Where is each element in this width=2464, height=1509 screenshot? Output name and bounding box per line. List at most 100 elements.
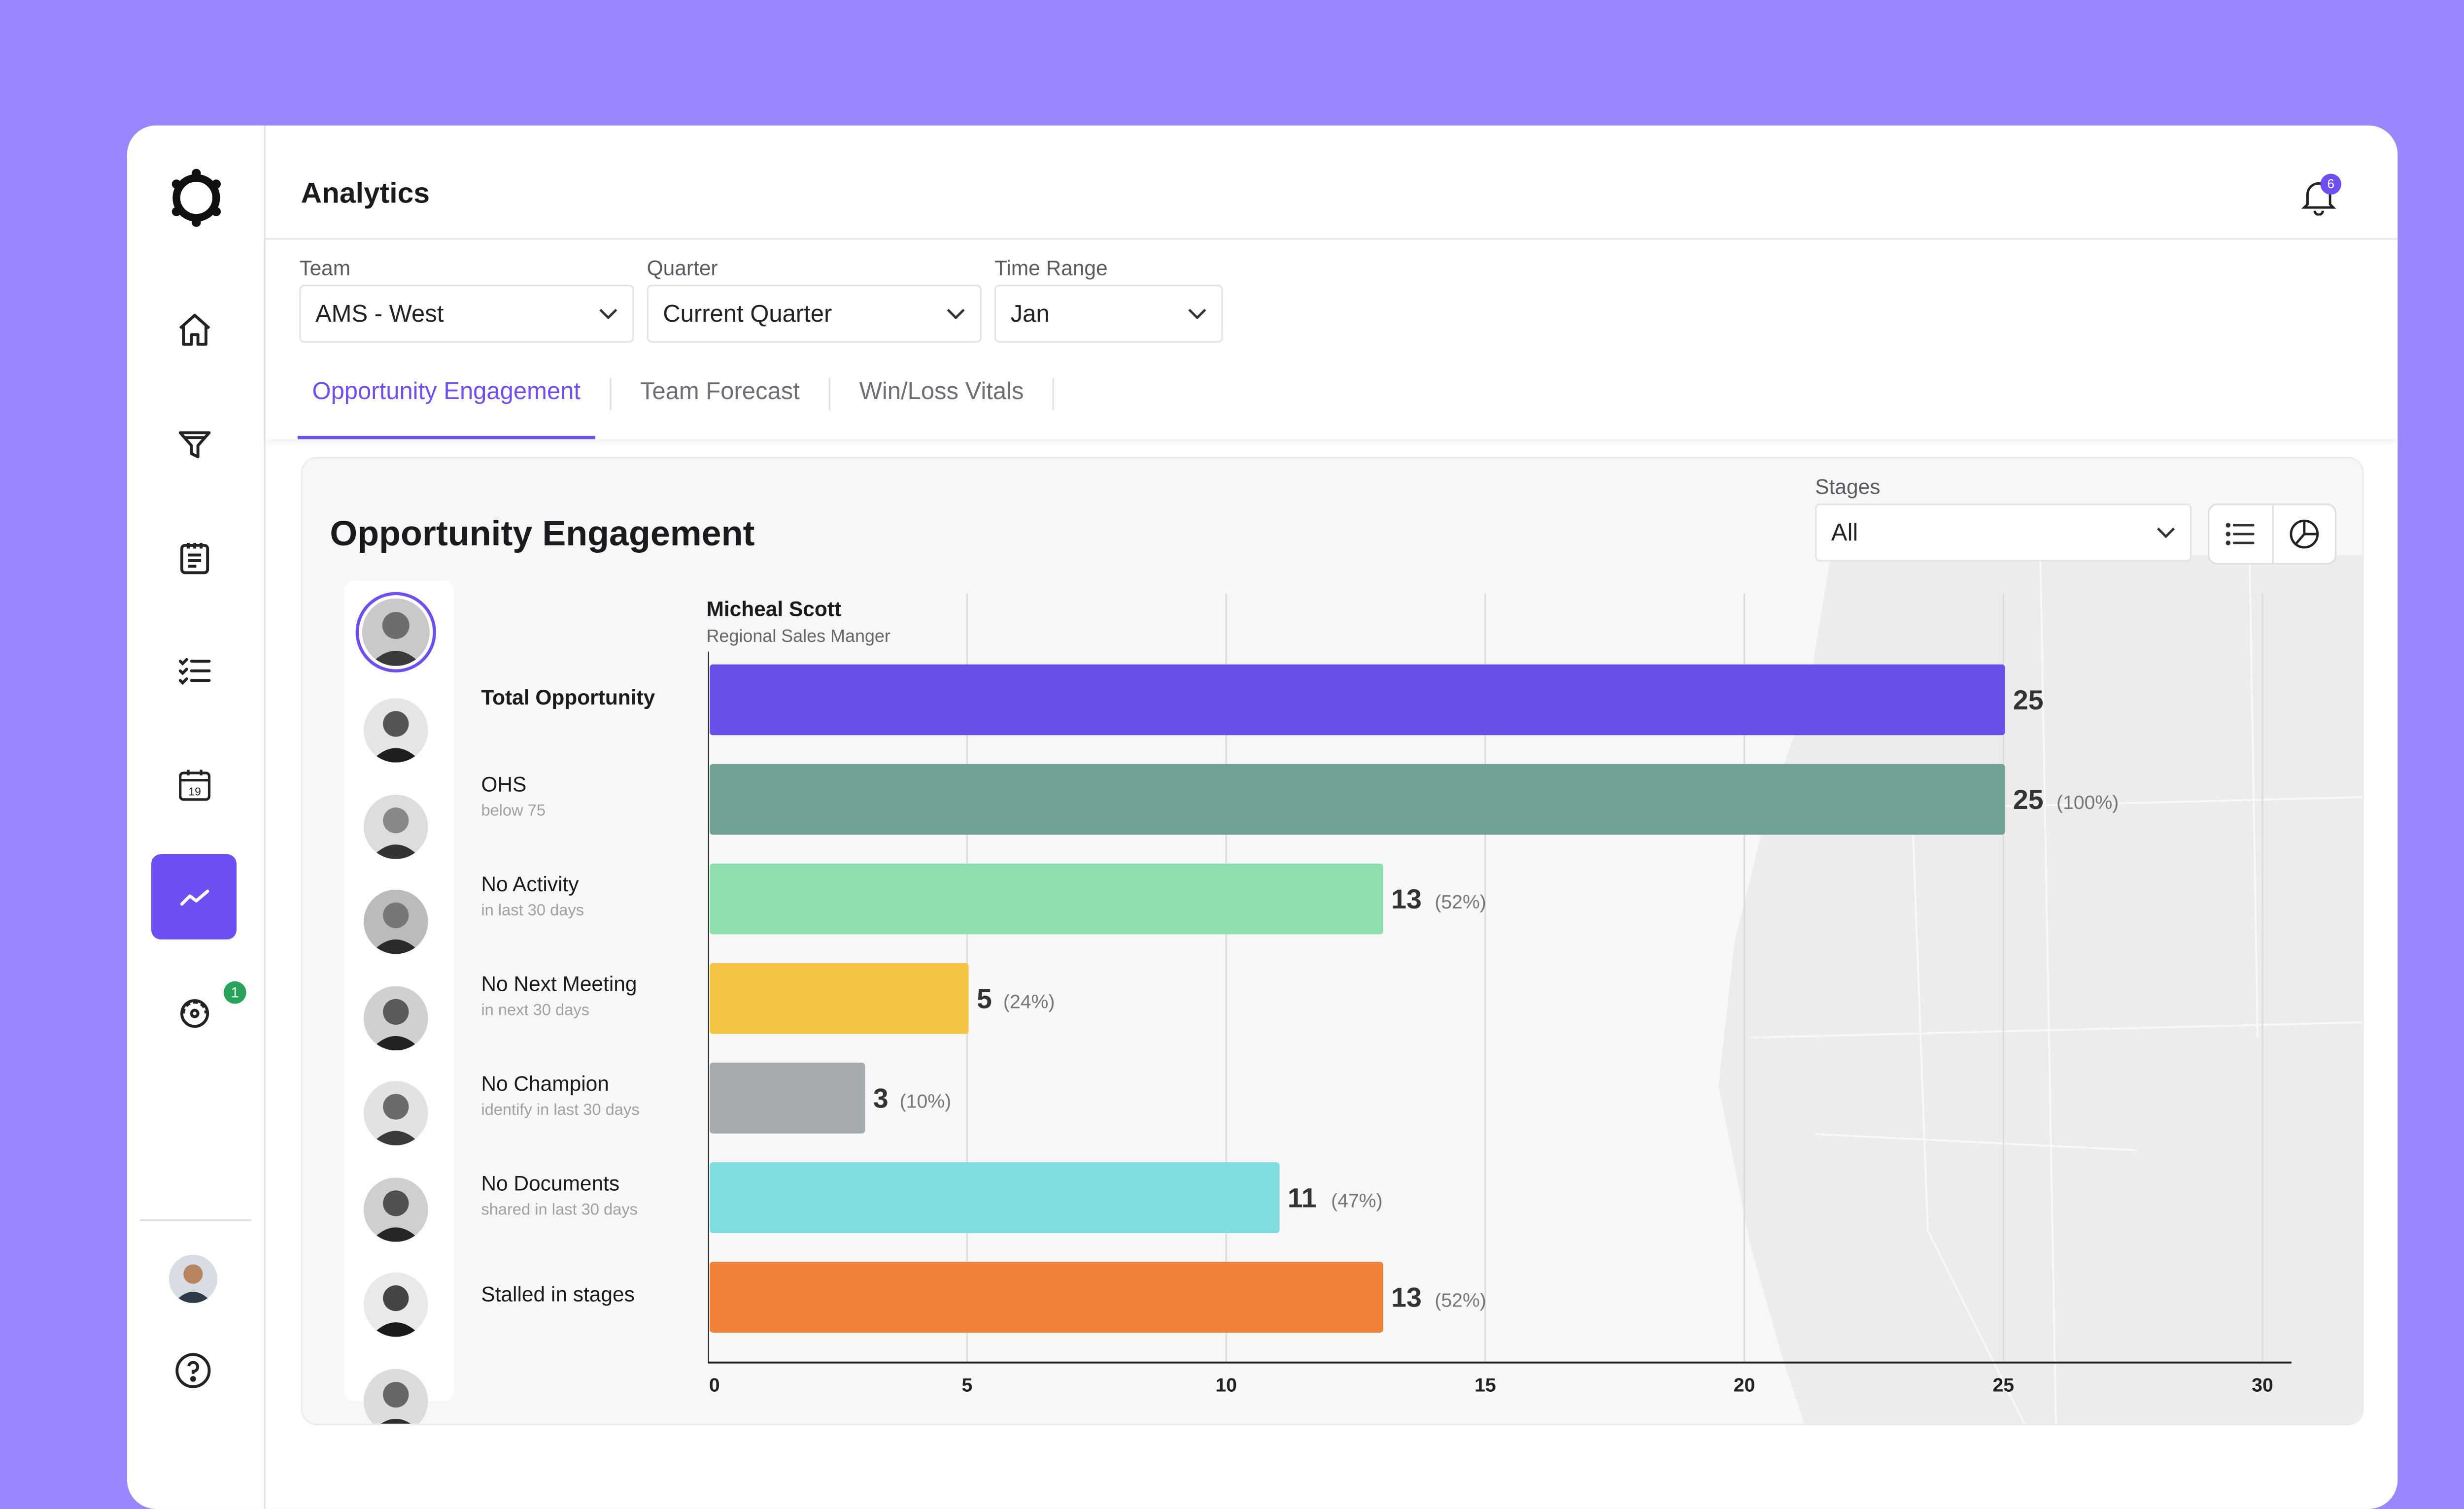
list-view-button[interactable] xyxy=(2209,505,2271,563)
row-title: No Activity xyxy=(481,872,579,896)
chevron-down-icon xyxy=(2157,527,2175,538)
stages-filter-label: Stages xyxy=(1815,474,1881,499)
panel-title: Opportunity Engagement xyxy=(330,513,755,554)
x-tick-label: 30 xyxy=(2252,1375,2273,1396)
row-label-ohs: OHS below 75 xyxy=(481,772,690,820)
sidebar-item-calendar[interactable]: 19 xyxy=(151,741,237,827)
pie-chart-icon xyxy=(2289,519,2319,549)
bar xyxy=(709,1262,1383,1333)
team-select[interactable]: AMS - West xyxy=(299,284,634,343)
bar-value-label: 3 xyxy=(873,1083,889,1113)
team-member-avatar[interactable] xyxy=(363,1177,428,1242)
team-member-avatar[interactable] xyxy=(363,1081,428,1145)
tab-team-forecast[interactable]: Team Forecast xyxy=(640,378,800,405)
team-member-avatar[interactable] xyxy=(363,698,428,763)
tab-win-loss-vitals[interactable]: Win/Loss Vitals xyxy=(859,378,1024,405)
calendar-day: 19 xyxy=(188,784,200,797)
time-range-select[interactable]: Jan xyxy=(994,284,1223,343)
quarter-select[interactable]: Current Quarter xyxy=(647,284,982,343)
tab-separator xyxy=(1053,378,1055,410)
checklist-icon xyxy=(178,657,210,684)
page-header: Analytics 6 xyxy=(265,126,2398,240)
time-range-select-value: Jan xyxy=(1010,300,1050,328)
opportunity-engagement-panel: Opportunity Engagement Stages All xyxy=(301,457,2364,1426)
row-label-no-documents: No Documents shared in last 30 days xyxy=(481,1171,690,1219)
list-icon xyxy=(2226,523,2255,545)
bar xyxy=(709,863,1383,935)
x-tick-label: 15 xyxy=(1474,1375,1496,1396)
stages-select[interactable]: All xyxy=(1815,503,2192,562)
row-title: Stalled in stages xyxy=(481,1282,635,1307)
radar-icon xyxy=(179,998,208,1027)
row-subtitle: identify in last 30 days xyxy=(481,1102,640,1120)
x-tick-label: 10 xyxy=(1215,1375,1237,1396)
chevron-down-icon xyxy=(1188,308,1206,320)
notifications-button[interactable]: 6 xyxy=(2301,173,2342,216)
owner-role: Regional Sales Manger xyxy=(706,627,890,647)
tab-opportunity-engagement[interactable]: Opportunity Engagement xyxy=(298,371,595,439)
analytics-tabs: Opportunity Engagement Team Forecast Win… xyxy=(298,371,1069,439)
trend-line-icon xyxy=(179,889,208,905)
row-subtitle: in last 30 days xyxy=(481,902,584,920)
team-member-avatar[interactable] xyxy=(363,1272,428,1337)
bar-percent-label: (52%) xyxy=(1435,1290,1486,1311)
row-title: Total Opportunity xyxy=(481,685,655,709)
avatar-micheal-scott[interactable] xyxy=(359,595,433,670)
bar-value-label: 25 xyxy=(2013,685,2044,715)
bar xyxy=(709,1063,865,1134)
sidebar-item-analytics[interactable] xyxy=(151,854,237,939)
sidebar-item-notes[interactable] xyxy=(151,515,237,600)
row-title: No Champion xyxy=(481,1071,609,1096)
bar-value-label: 13 xyxy=(1391,884,1422,914)
stages-select-value: All xyxy=(1831,519,1858,546)
chart-view-button[interactable] xyxy=(2271,505,2335,563)
bar xyxy=(709,764,2005,835)
bar-value-label: 5 xyxy=(977,983,992,1014)
bar xyxy=(709,963,969,1034)
row-label-no-champion: No Champion identify in last 30 days xyxy=(481,1072,690,1120)
row-subtitle: in next 30 days xyxy=(481,1002,589,1020)
view-toggle xyxy=(2207,503,2337,565)
row-label-no-activity: No Activity in last 30 days xyxy=(481,872,690,920)
row-title: No Documents xyxy=(481,1171,620,1196)
sidebar-item-funnel[interactable] xyxy=(151,401,237,486)
x-tick-label: 0 xyxy=(709,1375,720,1396)
signals-badge: 1 xyxy=(223,981,246,1004)
stages-filter: Stages All xyxy=(1815,474,2192,562)
sidebar-item-tasks[interactable] xyxy=(151,627,237,712)
chevron-down-icon xyxy=(599,308,617,320)
sidebar-divider xyxy=(140,1219,251,1221)
bar-percent-label: (100%) xyxy=(2056,792,2119,813)
bar-percent-label: (10%) xyxy=(900,1091,952,1112)
row-subtitle: below 75 xyxy=(481,803,546,821)
bar-percent-label: (52%) xyxy=(1435,892,1486,913)
team-member-avatar[interactable] xyxy=(363,986,428,1051)
sidebar-item-home[interactable] xyxy=(151,286,237,371)
help-icon[interactable] xyxy=(174,1351,212,1390)
sidebar-item-signals[interactable]: 1 xyxy=(151,969,246,1054)
row-title: No Next Meeting xyxy=(481,972,637,996)
funnel-icon xyxy=(178,430,210,458)
row-subtitle: shared in last 30 days xyxy=(481,1202,638,1220)
chevron-down-icon xyxy=(947,308,965,320)
team-member-avatar[interactable] xyxy=(363,795,428,859)
x-tick-label: 5 xyxy=(962,1375,973,1396)
row-label-stalled-in-stages: Stalled in stages xyxy=(481,1282,690,1306)
team-member-avatar[interactable] xyxy=(363,1369,428,1424)
page-title: Analytics xyxy=(301,177,430,209)
team-filter: Team AMS - West xyxy=(299,256,634,343)
bar-value-label: 25 xyxy=(2013,784,2044,815)
team-member-avatar[interactable] xyxy=(363,889,428,954)
engagement-bar-chart: 0 5 10 15 20 25 30 25 25 (100%) 13 (52%) 5 (24%) 3 (10%… xyxy=(708,593,2292,1396)
bar-value-label: 11 xyxy=(1288,1183,1317,1213)
bar-percent-label: (47%) xyxy=(1331,1191,1383,1212)
quarter-filter-label: Quarter xyxy=(647,256,718,280)
x-tick-label: 20 xyxy=(1734,1375,1755,1396)
time-range-filter-label: Time Range xyxy=(994,256,1108,280)
calendar-icon: 19 xyxy=(178,769,210,800)
home-icon xyxy=(178,313,209,345)
user-avatar[interactable] xyxy=(169,1254,217,1303)
quarter-filter: Quarter Current Quarter xyxy=(647,256,982,343)
app-window: 19 1 Analytics 6 xyxy=(127,125,2398,1509)
brand-logo-icon[interactable] xyxy=(166,168,227,229)
